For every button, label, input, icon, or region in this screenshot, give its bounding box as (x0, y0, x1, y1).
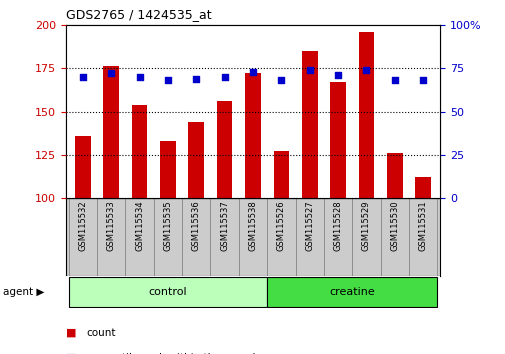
Bar (358, 32, 374, 198)
Text: GDS2765 / 1424535_at: GDS2765 / 1424535_at (66, 8, 211, 21)
Text: GSM115528: GSM115528 (333, 201, 342, 251)
Text: GSM115529: GSM115529 (361, 201, 370, 251)
Bar (245, 73, 260, 198)
Point (277, 78, 285, 83)
Point (79, 74, 87, 80)
Point (192, 76, 200, 81)
Bar (273, 152, 288, 198)
Point (248, 69, 257, 74)
Bar (103, 67, 119, 198)
Text: GSM115537: GSM115537 (220, 201, 229, 251)
Bar (182, 198, 210, 276)
Text: ■: ■ (66, 353, 76, 354)
Bar (69, 198, 97, 276)
Text: GSM115535: GSM115535 (163, 201, 172, 251)
Point (390, 78, 398, 83)
Bar (69, 277, 267, 307)
Text: percentile rank within the sample: percentile rank within the sample (86, 353, 262, 354)
Text: ■: ■ (66, 328, 76, 338)
Bar (295, 198, 323, 276)
Point (305, 67, 313, 73)
Bar (408, 198, 436, 276)
Text: GSM115534: GSM115534 (135, 201, 144, 251)
Bar (301, 51, 317, 198)
Bar (323, 198, 351, 276)
Bar (386, 153, 402, 198)
Bar (267, 277, 436, 307)
Bar (217, 101, 232, 198)
Text: GSM115538: GSM115538 (248, 201, 257, 251)
Point (362, 67, 370, 73)
Bar (210, 198, 238, 276)
Bar (160, 141, 175, 198)
Bar (238, 198, 267, 276)
Point (164, 78, 172, 83)
Bar (351, 198, 380, 276)
Text: GSM115531: GSM115531 (418, 201, 427, 251)
Bar (330, 82, 345, 198)
Bar (380, 198, 408, 276)
Text: GSM115530: GSM115530 (389, 201, 398, 251)
Text: creatine: creatine (329, 287, 374, 297)
Text: GSM115533: GSM115533 (107, 201, 116, 251)
Bar (415, 177, 430, 198)
Point (220, 74, 228, 80)
Point (135, 74, 143, 80)
Point (333, 72, 341, 78)
Point (107, 70, 115, 76)
Text: GSM115527: GSM115527 (305, 201, 314, 251)
Point (418, 78, 426, 83)
Bar (131, 104, 147, 198)
Text: GSM115526: GSM115526 (276, 201, 285, 251)
Bar (75, 136, 90, 198)
Bar (267, 198, 295, 276)
Text: GSM115536: GSM115536 (191, 201, 200, 251)
Text: GSM115532: GSM115532 (78, 201, 87, 251)
Bar (154, 198, 182, 276)
Bar (188, 122, 204, 198)
Text: control: control (148, 287, 187, 297)
Bar (97, 198, 125, 276)
Text: count: count (86, 328, 115, 338)
Text: agent ▶: agent ▶ (3, 287, 44, 297)
Bar (125, 198, 154, 276)
